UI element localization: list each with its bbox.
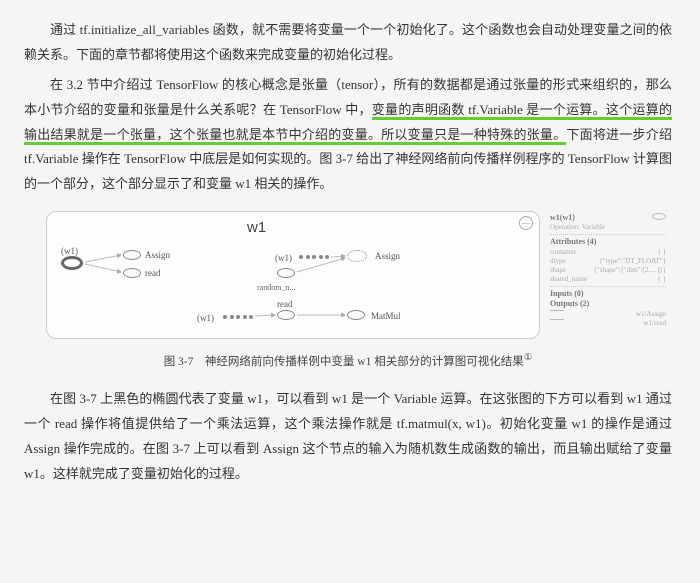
a1k: container [550,248,576,257]
a4k: shared_name [550,275,587,284]
label-read-left: read [145,265,161,282]
figure-3-7: w1 — (w1) Assign read (w1) Assign random… [46,211,668,339]
label-matmul: MatMul [371,308,401,325]
out-line-icon-2 [550,319,564,320]
dots-icon-2 [223,312,253,322]
node-random [277,268,295,278]
edges-svg [47,212,507,340]
a2k: dtype [550,257,566,266]
panel-o2: w1/read [643,319,666,328]
a3v: {"shape":{"dim":[2,…]}} [594,266,667,275]
node-assign-left [123,250,141,260]
footnote-marker: ① [524,352,533,363]
attributes-panel: w1(w1) Operation: Variable Attributes (4… [548,211,668,339]
diagram-title: w1 [247,214,266,243]
panel-oval-icon [652,213,666,220]
dots-icon-1 [299,252,329,262]
label-assign-left: Assign [145,247,170,264]
panel-op-val: Variable [582,223,605,231]
a1v: { } [658,248,666,257]
body-paragraph-3: 在图 3-7 上黑色的椭圆代表了变量 w1，可以看到 w1 是一个 Variab… [24,387,672,486]
label-w1-main: (w1) [61,243,78,260]
figure-caption: 图 3-7 神经网络前向传播样例中变量 w1 相关部分的计算图可视化结果① [24,349,672,374]
panel-inputs: Inputs (0) [550,289,584,298]
a3k: shape [550,266,566,275]
panel-attrs-title: Attributes (4) [550,237,596,246]
out-line-icon-1 [550,310,564,311]
label-assign-right: Assign [375,248,400,265]
node-assign-right [347,250,367,262]
body-paragraph-2: 在 3.2 节中介绍过 TensorFlow 的核心概念是张量（tensor），… [24,73,672,196]
computation-graph-diagram: w1 — (w1) Assign read (w1) Assign random… [46,211,540,339]
panel-op-key: Operation: [550,223,580,231]
body-paragraph-1: 通过 tf.initialize_all_variables 函数，就不需要将变… [24,18,672,67]
panel-outputs: Outputs (2) [550,299,589,308]
node-matmul [347,310,365,320]
a2v: {"type":"DT_FLOAT"} [599,257,666,266]
panel-o1: w1/Assign [636,310,666,319]
label-read-bottom: read [277,296,293,313]
a4v: { } [658,275,666,284]
node-read-left [123,268,141,278]
panel-title: w1(w1) [550,213,575,223]
label-w1-right: (w1) [275,250,292,267]
caption-text: 图 3-7 神经网络前向传播样例中变量 w1 相关部分的计算图可视化结果 [164,356,524,368]
minimize-icon: — [519,216,533,230]
label-random: random_n... [257,280,295,295]
label-w1-bottom: (w1) [197,310,214,327]
